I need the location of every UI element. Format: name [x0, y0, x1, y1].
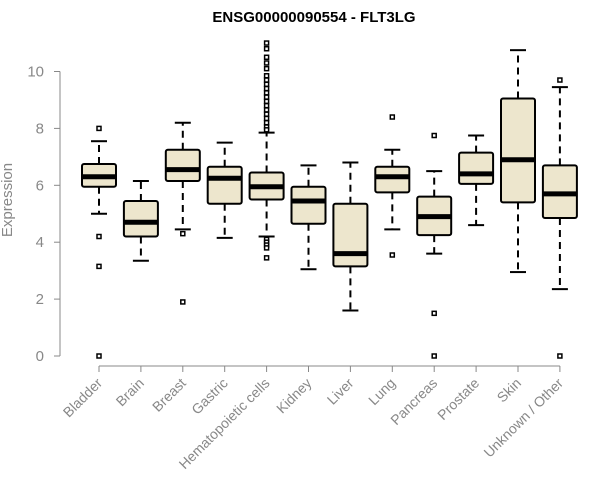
box-rect: [500, 97, 536, 204]
outlier-point: [263, 102, 270, 109]
outlier-point: [431, 353, 437, 359]
box-rect: [458, 151, 495, 185]
box-group: [541, 77, 578, 359]
box-group: [290, 164, 327, 271]
x-tick-label: Skin: [494, 375, 525, 406]
x-tick-label: Bladder: [60, 375, 106, 421]
box-group: [122, 180, 159, 262]
outlier-point: [263, 54, 270, 61]
x-tick-label: Kidney: [273, 375, 315, 417]
outlier-point: [263, 119, 270, 126]
box-group: [206, 141, 243, 239]
outlier-point: [389, 252, 396, 258]
outlier-point: [263, 65, 270, 72]
y-tick-label: 0: [36, 348, 44, 365]
y-axis-label: Expression: [0, 163, 16, 237]
outlier-point: [263, 45, 270, 52]
outlier-point: [263, 77, 270, 83]
outlier-point: [263, 94, 270, 100]
outlier-point: [263, 111, 270, 117]
outlier-point: [263, 73, 270, 79]
outlier-point: [96, 233, 102, 240]
box-rect: [290, 185, 327, 225]
box-group: [500, 49, 536, 274]
box-group: [458, 134, 495, 227]
box-group: [332, 161, 369, 312]
outlier-point: [180, 230, 186, 237]
x-tick-label: Liver: [324, 375, 357, 408]
outlier-point: [557, 353, 563, 359]
box-rect: [332, 202, 369, 268]
axes: 0 2 4 6 8 10: [27, 64, 561, 372]
y-tick-label: 4: [36, 234, 44, 251]
outlier-point: [263, 255, 270, 261]
box-rect: [164, 148, 201, 183]
outlier-point: [263, 107, 270, 113]
chart-title: ENSG00000090554 - FLT3LG: [212, 9, 415, 26]
box-rect: [206, 165, 243, 205]
x-tick-label: Prostate: [434, 375, 482, 423]
outlier-point: [431, 310, 437, 317]
box-group: [81, 125, 117, 359]
box-group: [374, 114, 411, 258]
boxes-layer: [81, 40, 578, 359]
box-group: [416, 132, 453, 359]
box-rect: [122, 199, 159, 238]
outlier-point: [389, 114, 396, 120]
outlier-point: [263, 81, 270, 88]
box-group: [164, 121, 201, 305]
outlier-point: [263, 60, 270, 66]
x-tick-label: Lung: [365, 375, 398, 408]
outlier-point: [180, 299, 186, 305]
outlier-point: [96, 263, 102, 270]
x-tick-label: Pancreas: [387, 375, 440, 428]
x-tick-label: Unknown / Other: [480, 375, 566, 461]
outlier-point: [263, 245, 270, 251]
box-group: [248, 40, 285, 261]
outlier-point: [263, 90, 270, 96]
outlier-point: [263, 85, 270, 92]
outlier-point: [263, 40, 270, 46]
y-tick-label: 2: [36, 291, 44, 308]
outlier-point: [431, 132, 437, 139]
y-tick-label: 10: [27, 64, 44, 81]
outlier-point: [557, 77, 563, 83]
x-tick-label: Breast: [149, 375, 189, 415]
outlier-point: [96, 125, 102, 132]
y-tick-label: 6: [36, 177, 44, 194]
outlier-point: [263, 115, 270, 122]
y-tick-label: 8: [36, 120, 44, 137]
outlier-point: [263, 98, 270, 105]
x-tick-label: Brain: [113, 375, 147, 409]
box-rect: [374, 165, 411, 194]
outlier-point: [263, 127, 270, 133]
outlier-point: [96, 353, 102, 359]
